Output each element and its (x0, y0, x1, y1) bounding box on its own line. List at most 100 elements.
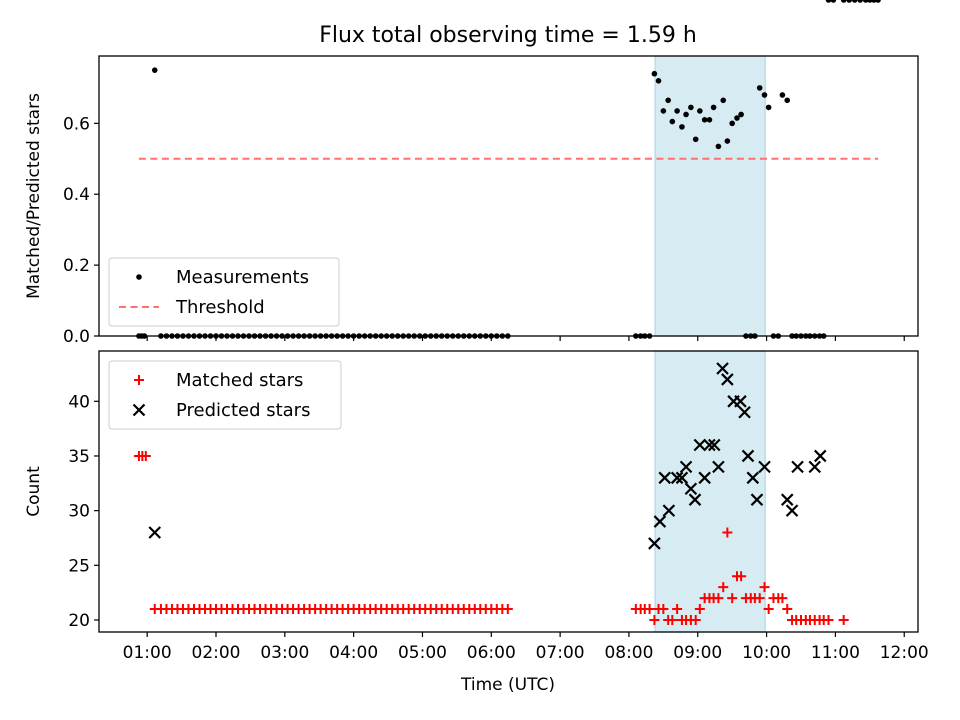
measurements-point (720, 97, 727, 104)
predicted-stars-point (703, 438, 716, 452)
legend-entry-predicted-stars: Predicted stars (132, 400, 310, 421)
top-panel: 0.0 0.2 0.4 0.6 Matched/Predicted stars Mea… (24, 0, 919, 347)
x-tick-label: 11:00 (811, 643, 860, 663)
predicted-stars-point (662, 504, 676, 517)
predicted-stars-point (785, 504, 799, 517)
predicted-stars-point (738, 405, 751, 419)
bottom-panel: 20 25 30 35 40 01:00 02:00 03:00 04:00 05:00 06:00… (24, 351, 929, 663)
measurements-point (715, 143, 722, 150)
measurements-point (761, 92, 768, 98)
measurements-point (683, 111, 689, 118)
measurements-point (867, 0, 873, 3)
predicted-stars-point (648, 537, 661, 550)
y-tick-label: 40 (68, 392, 90, 412)
measurements-point (875, 0, 881, 3)
measurements-point (734, 115, 740, 121)
measurements-point (857, 0, 863, 3)
measurements-point (706, 116, 713, 123)
bottom-panel-frame (98, 350, 919, 633)
matched-stars-point (782, 604, 793, 615)
top-panel-marks (136, 0, 881, 339)
y-tick-label: 30 (68, 502, 90, 522)
measurements-point (697, 108, 703, 114)
x-tick-label: 09:00 (673, 643, 722, 663)
bottom-panel-legend: Matched stars Predicted stars (108, 360, 342, 430)
top-panel-frame (98, 55, 919, 337)
measurements-point (840, 0, 847, 3)
legend-label: Measurements (176, 267, 309, 288)
predicted-stars-point (716, 362, 729, 375)
measurements-point (674, 108, 680, 114)
measurements-point (729, 120, 735, 127)
measurements-point (701, 116, 708, 123)
matched-stars-point (667, 614, 678, 625)
matched-stars-point (658, 604, 669, 615)
matched-stars-point (502, 604, 513, 615)
measurements-point (665, 97, 671, 104)
x-tick-label: 03:00 (260, 643, 309, 663)
x-tick-label: 04:00 (329, 643, 378, 663)
matched-stars-point (718, 582, 729, 593)
predicted-stars-point (653, 515, 667, 528)
matched-stars-point (727, 593, 738, 604)
measurements-point (756, 85, 763, 91)
measurements-point (871, 0, 877, 3)
predicted-stars-point (808, 460, 822, 474)
measurements-point (830, 0, 837, 3)
legend-swatch (136, 274, 142, 280)
bottom-panel-axes: 20 25 30 35 40 01:00 02:00 03:00 04:00 05:00 06:00… (68, 392, 928, 663)
predicted-stars-point (688, 493, 702, 506)
predicted-stars-point (734, 395, 747, 408)
predicted-stars-point (675, 471, 689, 485)
legend-box (108, 360, 342, 430)
legend-box (108, 257, 340, 327)
measurements-point (669, 118, 676, 125)
bottom-panel-y-axis-label: Count (24, 466, 44, 517)
x-tick-label: 05:00 (398, 643, 447, 663)
legend-label: Predicted stars (176, 400, 310, 421)
legend-entry-matched-stars: Matched stars (134, 370, 303, 391)
predicted-stars-point (712, 460, 725, 474)
legend-entry-measurements: Measurements (136, 267, 309, 288)
predicted-stars-point (758, 460, 771, 474)
matched-stars-point (140, 450, 151, 461)
predicted-stars-point (791, 460, 804, 474)
series-matched-stars (134, 451, 849, 625)
predicted-stars-point (813, 449, 827, 463)
matched-stars-point (759, 582, 770, 593)
measurements-point (710, 104, 717, 111)
legend-swatch (134, 375, 144, 385)
matched-stars-point (777, 593, 788, 604)
x-tick-label: 02:00 (192, 643, 241, 663)
matched-stars-point (713, 593, 724, 604)
y-tick-label: 0.4 (63, 185, 90, 205)
predicted-stars-point (780, 493, 794, 506)
measurements-point (679, 124, 685, 130)
measurements-point (779, 92, 786, 98)
measurements-point (151, 67, 158, 73)
matched-stars-point (649, 614, 660, 625)
x-tick-label: 07:00 (536, 643, 585, 663)
y-tick-label: 25 (68, 556, 90, 576)
predicted-stars-point (746, 471, 760, 485)
measurements-point (765, 104, 772, 111)
measurements-point (851, 0, 858, 3)
predicted-stars-point (750, 493, 764, 506)
y-tick-label: 0.0 (63, 327, 90, 347)
predicted-stars-point (698, 471, 711, 485)
y-tick-label: 35 (68, 447, 90, 467)
matched-stars-point (736, 571, 747, 582)
measurements-point (738, 111, 744, 118)
predicted-stars-point (679, 460, 693, 474)
x-tick-label: 08:00 (604, 643, 653, 663)
x-tick-label: 01:00 (123, 643, 172, 663)
legend-swatch (132, 403, 146, 417)
predicted-stars-point (684, 482, 698, 496)
y-tick-label: 0.2 (63, 256, 90, 276)
top-panel-y-axis-label: Matched/Predicted stars (24, 93, 44, 299)
legend-entry-threshold: Threshold (119, 297, 265, 318)
measurements-point (651, 70, 658, 77)
top-panel-legend: Measurements Threshold (108, 257, 340, 327)
top-panel-shaded-interval (654, 55, 766, 337)
series-predicted-stars (148, 362, 827, 550)
